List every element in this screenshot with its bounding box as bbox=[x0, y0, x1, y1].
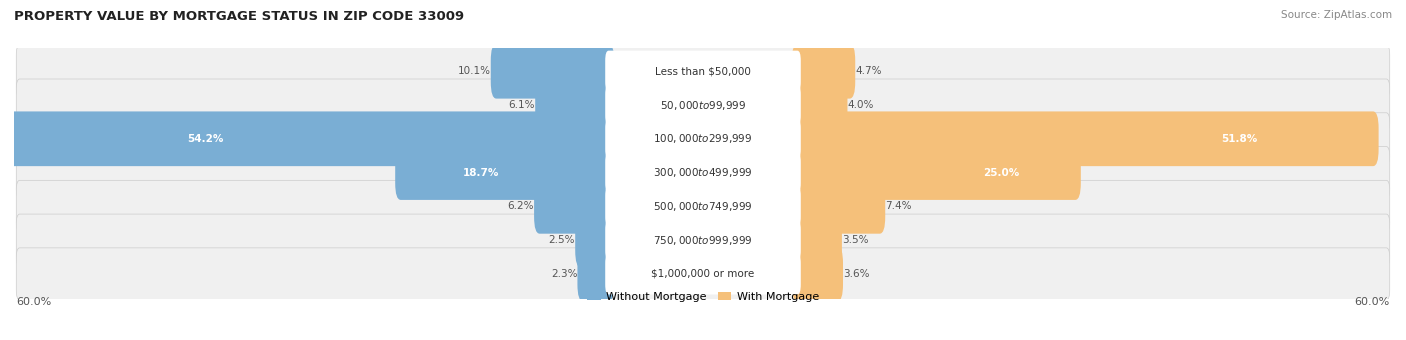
FancyBboxPatch shape bbox=[575, 213, 614, 268]
FancyBboxPatch shape bbox=[605, 152, 801, 193]
FancyBboxPatch shape bbox=[17, 248, 1389, 300]
Text: $750,000 to $999,999: $750,000 to $999,999 bbox=[654, 234, 752, 246]
FancyBboxPatch shape bbox=[792, 213, 842, 268]
FancyBboxPatch shape bbox=[1, 112, 614, 166]
Text: 2.3%: 2.3% bbox=[551, 269, 578, 279]
FancyBboxPatch shape bbox=[17, 180, 1389, 232]
FancyBboxPatch shape bbox=[395, 145, 614, 200]
FancyBboxPatch shape bbox=[17, 214, 1389, 266]
FancyBboxPatch shape bbox=[792, 44, 855, 99]
Text: 60.0%: 60.0% bbox=[17, 297, 52, 307]
Text: Less than $50,000: Less than $50,000 bbox=[655, 66, 751, 76]
Text: $50,000 to $99,999: $50,000 to $99,999 bbox=[659, 99, 747, 112]
Text: 6.2%: 6.2% bbox=[508, 201, 534, 211]
Text: PROPERTY VALUE BY MORTGAGE STATUS IN ZIP CODE 33009: PROPERTY VALUE BY MORTGAGE STATUS IN ZIP… bbox=[14, 10, 464, 23]
Text: 7.4%: 7.4% bbox=[886, 201, 911, 211]
Text: $1,000,000 or more: $1,000,000 or more bbox=[651, 269, 755, 279]
Legend: Without Mortgage, With Mortgage: Without Mortgage, With Mortgage bbox=[582, 287, 824, 306]
Text: 51.8%: 51.8% bbox=[1222, 134, 1258, 144]
FancyBboxPatch shape bbox=[17, 113, 1389, 165]
FancyBboxPatch shape bbox=[605, 51, 801, 92]
FancyBboxPatch shape bbox=[17, 147, 1389, 199]
FancyBboxPatch shape bbox=[536, 78, 614, 132]
Text: 4.0%: 4.0% bbox=[848, 100, 875, 110]
Text: 2.5%: 2.5% bbox=[548, 235, 575, 245]
Text: $500,000 to $749,999: $500,000 to $749,999 bbox=[654, 200, 752, 213]
FancyBboxPatch shape bbox=[605, 186, 801, 227]
Text: 18.7%: 18.7% bbox=[463, 168, 499, 177]
Text: 10.1%: 10.1% bbox=[458, 66, 491, 76]
FancyBboxPatch shape bbox=[17, 79, 1389, 131]
Text: 6.1%: 6.1% bbox=[509, 100, 536, 110]
Text: 25.0%: 25.0% bbox=[983, 168, 1019, 177]
Text: Source: ZipAtlas.com: Source: ZipAtlas.com bbox=[1281, 10, 1392, 20]
FancyBboxPatch shape bbox=[605, 84, 801, 125]
Text: 3.5%: 3.5% bbox=[842, 235, 869, 245]
FancyBboxPatch shape bbox=[534, 179, 614, 234]
FancyBboxPatch shape bbox=[605, 253, 801, 294]
Text: 54.2%: 54.2% bbox=[187, 134, 224, 144]
FancyBboxPatch shape bbox=[491, 44, 614, 99]
FancyBboxPatch shape bbox=[605, 220, 801, 261]
FancyBboxPatch shape bbox=[578, 246, 614, 301]
Text: 4.7%: 4.7% bbox=[855, 66, 882, 76]
Text: $300,000 to $499,999: $300,000 to $499,999 bbox=[654, 166, 752, 179]
FancyBboxPatch shape bbox=[605, 118, 801, 159]
FancyBboxPatch shape bbox=[792, 78, 848, 132]
FancyBboxPatch shape bbox=[792, 112, 1379, 166]
Text: $100,000 to $299,999: $100,000 to $299,999 bbox=[654, 132, 752, 145]
FancyBboxPatch shape bbox=[792, 179, 886, 234]
FancyBboxPatch shape bbox=[792, 246, 844, 301]
Text: 60.0%: 60.0% bbox=[1354, 297, 1389, 307]
FancyBboxPatch shape bbox=[17, 45, 1389, 97]
Text: 3.6%: 3.6% bbox=[844, 269, 869, 279]
FancyBboxPatch shape bbox=[792, 145, 1081, 200]
